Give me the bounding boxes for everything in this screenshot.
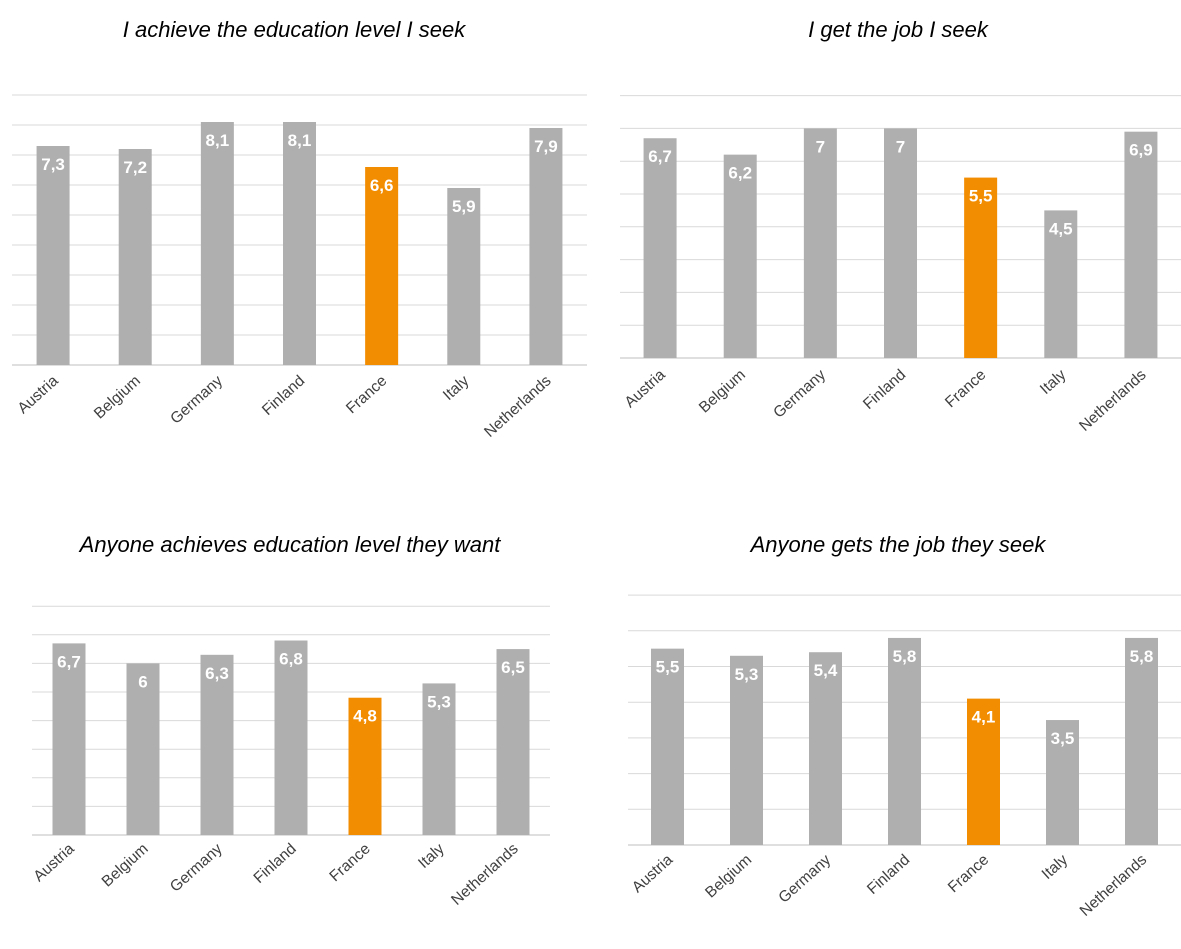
x-tick-label-belgium: Belgium [696, 366, 749, 416]
x-tick-label-italy: Italy [415, 840, 448, 872]
bar-austria [52, 643, 86, 835]
bar-italy [1044, 210, 1078, 358]
bar-austria [651, 648, 684, 845]
data-label-finland: 5,8 [893, 647, 917, 666]
x-tick-label-netherlands: Netherlands [481, 372, 555, 441]
data-label-netherlands: 6,9 [1129, 141, 1153, 160]
data-label-france: 4,1 [972, 708, 996, 727]
data-label-belgium: 7,2 [123, 158, 147, 177]
chart-title: I achieve the education level I seek [123, 17, 466, 42]
data-label-finland: 6,8 [279, 650, 303, 669]
data-label-france: 6,6 [370, 176, 394, 195]
x-tick-label-austria: Austria [622, 366, 670, 411]
x-tick-label-belgium: Belgium [91, 372, 144, 422]
x-tick-label-austria: Austria [629, 851, 677, 896]
bar-italy [447, 188, 481, 365]
bar-netherlands [1125, 637, 1158, 845]
x-tick-label-finland: Finland [864, 851, 913, 898]
bar-france [365, 167, 399, 365]
data-label-germany: 8,1 [206, 131, 230, 150]
x-tick-label-france: France [945, 851, 992, 896]
bar-france [348, 697, 382, 835]
bar-netherlands [496, 649, 530, 835]
bar-italy [422, 683, 456, 835]
x-tick-label-belgium: Belgium [702, 851, 755, 901]
bar-germany [200, 122, 234, 365]
data-label-finland: 8,1 [288, 131, 312, 150]
x-tick-label-france: France [942, 366, 989, 411]
x-tick-label-finland: Finland [860, 366, 909, 413]
data-label-france: 5,5 [969, 187, 993, 206]
data-label-germany: 5,4 [814, 661, 838, 680]
chart-education-self: I achieve the education level I seek 7,3… [12, 17, 587, 441]
data-label-germany: 7 [816, 137, 825, 156]
bar-austria [36, 146, 70, 365]
data-label-italy: 5,9 [452, 197, 476, 216]
x-tick-label-netherlands: Netherlands [448, 840, 522, 909]
bar-finland [283, 122, 316, 365]
data-label-france: 4,8 [353, 707, 377, 726]
bar-italy [1046, 720, 1079, 845]
bar-finland [884, 128, 917, 358]
x-tick-label-italy: Italy [1037, 366, 1070, 398]
data-label-austria: 7,3 [41, 155, 65, 174]
x-tick-label-germany: Germany [167, 840, 226, 895]
data-label-belgium: 6,2 [728, 164, 752, 183]
data-label-italy: 3,5 [1051, 729, 1075, 748]
bar-finland [888, 637, 921, 845]
data-label-austria: 6,7 [57, 652, 81, 671]
chart-job-self: I get the job I seek 6,7 Austria 6,2 Belgiu… [620, 17, 1181, 435]
x-tick-label-germany: Germany [775, 851, 834, 906]
x-tick-label-finland: Finland [259, 372, 308, 419]
x-tick-label-france: France [326, 840, 373, 885]
bar-belgium [730, 655, 763, 845]
bar-belgium [126, 663, 160, 835]
chart-job-anyone: Anyone gets the job they seek 5,5 Austria… [628, 532, 1181, 920]
bar-belgium [118, 149, 152, 365]
data-label-finland: 7 [896, 137, 905, 156]
bar-france [967, 698, 1000, 845]
data-label-belgium: 6 [138, 672, 147, 691]
bar-austria [643, 138, 677, 358]
data-label-italy: 4,5 [1049, 219, 1073, 238]
data-label-belgium: 5,3 [735, 665, 759, 684]
bar-germany [200, 654, 234, 835]
chart-title: I get the job I seek [808, 17, 989, 42]
x-tick-label-germany: Germany [770, 366, 829, 421]
bar-finland [274, 640, 308, 835]
data-label-netherlands: 5,8 [1130, 647, 1154, 666]
data-label-austria: 6,7 [648, 147, 672, 166]
bar-france [964, 177, 998, 358]
x-tick-label-france: France [343, 372, 390, 417]
chart-title: Anyone gets the job they seek [749, 532, 1047, 557]
bar-germany [803, 128, 837, 358]
data-label-netherlands: 7,9 [534, 137, 558, 156]
bar-germany [809, 652, 842, 845]
data-label-netherlands: 6,5 [501, 658, 525, 677]
bar-netherlands [1124, 131, 1158, 358]
x-tick-label-austria: Austria [15, 372, 63, 417]
data-label-austria: 5,5 [656, 658, 680, 677]
x-tick-label-netherlands: Netherlands [1077, 851, 1151, 920]
x-tick-label-netherlands: Netherlands [1076, 366, 1150, 435]
bar-belgium [723, 154, 757, 358]
x-tick-label-belgium: Belgium [99, 840, 152, 890]
data-label-germany: 6,3 [205, 664, 229, 683]
x-tick-label-germany: Germany [167, 372, 226, 427]
x-tick-label-austria: Austria [30, 840, 78, 885]
x-tick-label-finland: Finland [251, 840, 300, 887]
data-label-italy: 5,3 [427, 692, 451, 711]
chart-education-anyone: Anyone achieves education level they wan… [30, 532, 550, 909]
x-tick-label-italy: Italy [1039, 851, 1072, 883]
chart-title: Anyone achieves education level they wan… [78, 532, 502, 557]
x-tick-label-italy: Italy [440, 372, 473, 404]
bar-netherlands [529, 128, 563, 365]
